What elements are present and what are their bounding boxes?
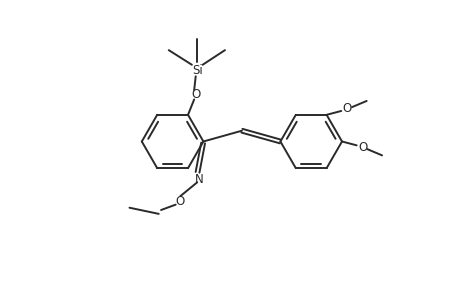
Text: O: O [174, 195, 184, 208]
Text: O: O [190, 88, 200, 100]
Text: N: N [195, 173, 203, 186]
Text: O: O [342, 102, 351, 115]
Text: Si: Si [191, 64, 202, 77]
Text: O: O [358, 141, 367, 154]
